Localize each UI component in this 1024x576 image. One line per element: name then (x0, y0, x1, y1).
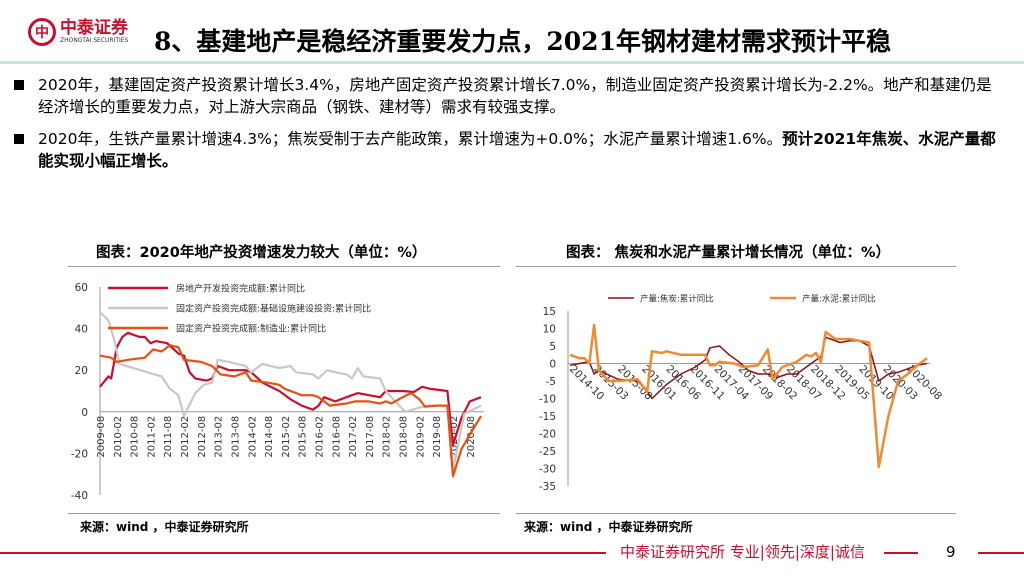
chart-title-divider (68, 266, 500, 267)
y-tick-label: -15 (539, 411, 556, 423)
y-tick-label: -25 (539, 446, 556, 458)
footer-slogan: 中泰证券研究所 专业|领先|深度|诚信 (620, 543, 865, 561)
page-number: 9 (946, 543, 956, 561)
legend-label: 产量:水泥:累计同比 (802, 294, 876, 305)
x-tick-label: 2019-02 (415, 416, 426, 458)
y-tick-label: -10 (539, 394, 556, 406)
x-tick-label: 2017-08 (365, 416, 376, 458)
x-tick-label: 2016-02 (315, 416, 326, 458)
y-tick-label: 0 (549, 359, 556, 371)
y-tick-label: -30 (539, 464, 556, 476)
x-tick-label: 2012-02 (180, 416, 191, 458)
series-line-2 (99, 311, 482, 472)
chart-title-divider (516, 266, 956, 267)
chart-title-left: 图表：2020年地产投资增速发力较大（单位：%） (96, 245, 427, 261)
x-tick-label: 2020-08 (466, 416, 477, 458)
y-tick-label: -20 (71, 448, 88, 460)
bullet-square-icon (14, 134, 24, 144)
y-tick-label: 0 (81, 407, 88, 419)
y-tick-label: -20 (539, 429, 556, 441)
x-tick-label: 2015-08 (298, 416, 309, 458)
title-divider (0, 61, 1024, 64)
x-tick-label: 2013-02 (214, 416, 225, 458)
bullet-square-icon (14, 80, 24, 90)
y-tick-label: -5 (546, 376, 556, 388)
y-tick-label: 10 (543, 324, 556, 336)
footer-line-left (0, 552, 606, 554)
logo-cn: 中泰证券 (60, 18, 128, 38)
bullet-2: 2020年，生铁产量累计增速4.3%；焦炭受制于去产能政策，累计增速为+0.0%… (14, 128, 1004, 172)
chart-title-right: 图表： 焦炭和水泥产量累计增长情况（单位：%） (566, 245, 891, 261)
y-tick-label: -40 (71, 490, 88, 502)
chart-2: 151050-5-10-15-20-25-30-352014-102015-03… (539, 294, 944, 494)
y-tick-label: 60 (75, 282, 88, 294)
legend-label: 产量:焦炭:累计同比 (640, 294, 714, 305)
bullet-text: 2020年，基建固定资产投资累计增长3.4%，房地产固定资产投资累计增长7.0%… (38, 76, 992, 116)
bullet-text: 2020年，生铁产量累计增速4.3%；焦炭受制于去产能政策，累计增速为+0.0%… (38, 130, 783, 148)
logo-icon: 中 (28, 18, 56, 46)
x-tick-label: 2016-08 (331, 416, 342, 458)
charts: 60 40 20 0 -20 -40 2009-08 2010-02 2010-08 2011-0… (71, 282, 944, 502)
y-tick-label: 40 (75, 324, 88, 336)
x-tick-label: 2015-02 (281, 416, 292, 458)
x-tick-label: 2011-08 (163, 416, 174, 458)
source-right: 来源：wind ，中泰证券研究所 (524, 520, 693, 534)
x-tick-label: 2010-02 (113, 416, 124, 458)
x-tick-label: 2018-08 (399, 416, 410, 458)
x-tick-label: 2009-08 (96, 416, 107, 458)
source-divider (68, 513, 500, 514)
y-tick-label: -35 (539, 481, 556, 493)
x-tick-label: 2014-02 (247, 416, 258, 458)
y-tick-label: 5 (549, 341, 556, 353)
bullet-1: 2020年，基建固定资产投资累计增长3.4%，房地产固定资产投资累计增长7.0%… (14, 74, 1004, 118)
x-tick-label: 2014-08 (264, 416, 275, 458)
x-tick-label: 2011-02 (146, 416, 157, 458)
legend-label: 房地产开发投资完成额:累计同比 (176, 283, 305, 295)
x-tick-label: 2010-08 (130, 416, 141, 458)
footer-line-right (978, 552, 1024, 554)
page-title: 8、基建地产是稳经济重要发力点，2021年钢材建材需求预计平稳 (154, 27, 891, 56)
x-tick-label: 2018-02 (382, 416, 393, 458)
y-tick-label: 20 (75, 365, 88, 377)
logo-en: ZHONGTAI SECURITIES (60, 37, 129, 44)
y-tick-label: 15 (543, 306, 556, 318)
x-tick-label: 2019-08 (432, 416, 443, 458)
chart-1: 60 40 20 0 -20 -40 2009-08 2010-02 2010-08 2011-0… (71, 282, 484, 502)
source-left: 来源：wind ，中泰证券研究所 (80, 520, 249, 534)
series-line-2 (569, 323, 928, 469)
logo: 中 中泰证券 ZHONGTAI SECURITIES (28, 18, 128, 46)
legend-label: 固定资产投资完成额:基础设施建设投资:累计同比 (176, 303, 371, 315)
source-divider (516, 513, 956, 514)
footer-line-mid (884, 552, 918, 554)
x-tick-label: 2013-08 (230, 416, 241, 458)
bullet-bold-text: 预计2021年焦炭、水泥产量都能实现小幅正增长。 (38, 130, 996, 170)
x-tick-label: 2012-08 (197, 416, 208, 458)
series-line-3 (99, 344, 482, 478)
x-tick-label: 2017-02 (348, 416, 359, 458)
legend-label: 固定资产投资完成额:制造业:累计同比 (176, 323, 326, 335)
